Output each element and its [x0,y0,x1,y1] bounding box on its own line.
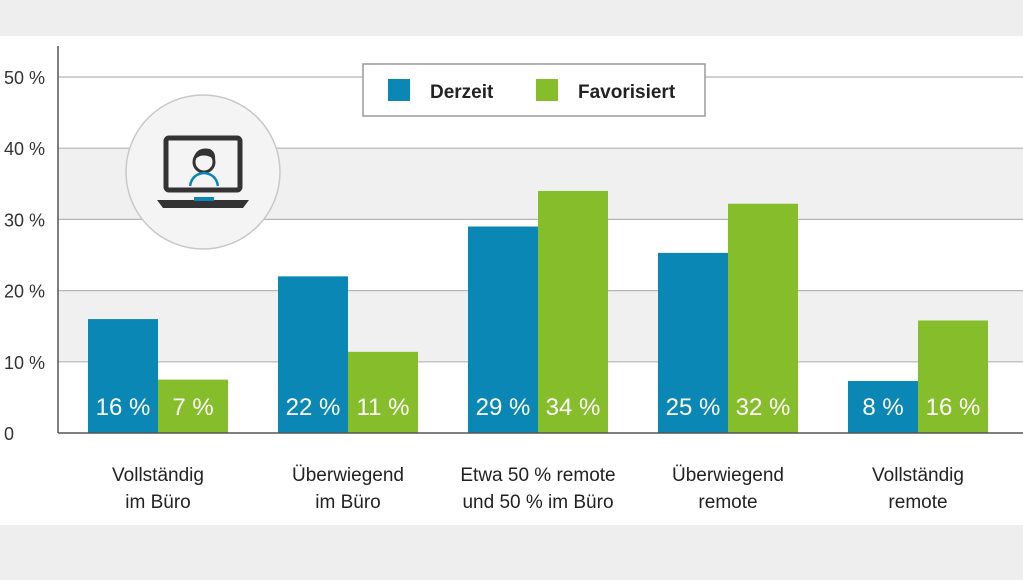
bar [348,351,418,433]
x-category-label: im Büro [125,492,190,513]
legend-label-derzeit: Derzeit [430,82,494,103]
x-category-label: und 50 % im Büro [462,492,613,513]
bar [658,252,728,433]
x-category-label: Überwiegend [292,465,404,486]
bar [918,320,988,433]
bar-value-label: 34 % [546,394,601,421]
bar [538,190,608,433]
x-category-label: Vollständig [112,465,204,486]
bar-value-label: 16 % [96,394,151,421]
y-tick-label: 30 % [4,210,45,230]
legend: Derzeit Favorisiert [362,63,706,117]
bar-value-label: 7 % [172,394,213,421]
bar-value-label: 25 % [666,394,721,421]
bar [158,379,228,433]
bar-value-label: 32 % [736,394,791,421]
x-category-label: Überwiegend [672,465,784,486]
y-tick-label: 0 [4,424,14,444]
bar [728,203,798,433]
y-tick-label: 40 % [4,139,45,159]
y-tick-label: 20 % [4,282,45,302]
bar-value-label: 8 % [862,394,903,421]
bar [848,381,918,433]
bar [278,276,348,433]
x-category-label: im Büro [315,492,380,513]
x-category-label: remote [698,492,757,513]
x-category-label: Etwa 50 % remote [460,465,615,486]
bar-value-label: 16 % [926,394,981,421]
y-tick-label: 10 % [4,353,45,373]
y-tick-label: 50 % [4,68,45,88]
bar-value-label: 11 % [357,394,410,421]
legend-label-favorisiert: Favorisiert [578,82,676,103]
bar-value-label: 22 % [286,394,341,421]
bar-value-label: 29 % [476,394,531,421]
bar [88,319,158,433]
legend-box [362,63,706,117]
legend-swatch-derzeit [388,79,410,101]
laptop-person-icon [125,94,281,250]
legend-swatch-favorisiert [536,79,558,101]
x-category-label: remote [888,492,947,513]
x-category-label: Vollständig [872,465,964,486]
bar [468,226,538,433]
